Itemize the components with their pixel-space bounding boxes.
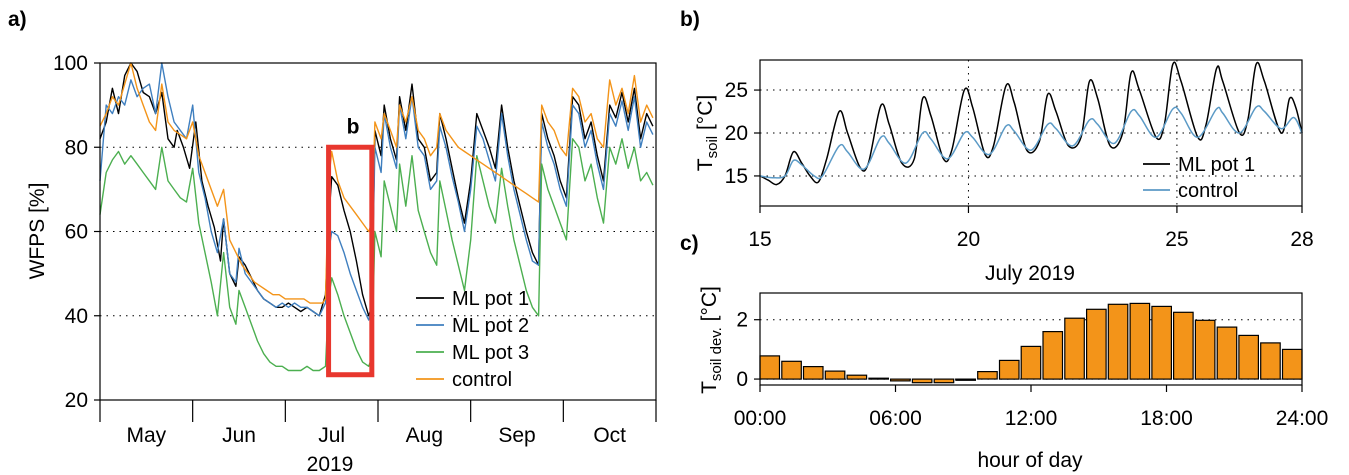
panel-c-bar	[1194, 319, 1216, 380]
panel-a-grid	[100, 146, 656, 317]
panel-c-bar	[824, 370, 846, 380]
panel-a-legend-label: control	[452, 369, 512, 391]
panel-b-x-ticks: 15 20 25 28	[748, 206, 1314, 251]
panel-b-series-line	[759, 105, 1303, 180]
panel-c-bar	[1129, 302, 1151, 380]
panel-a-wfps-chart: a) b 20 40 60 80 100 May Jun Jul Aug Sep Oct WFPS…	[8, 8, 657, 475]
panel-c-bar-chart: c) 02 00:00 06:00 12:00 18:00 24:00 Tsoil de…	[680, 232, 1328, 472]
panel-b-x-tick-label: 20	[957, 228, 980, 251]
panel-a-x-tick-label: Sep	[498, 424, 535, 447]
panel-c-x-tick-label: 00:00	[734, 407, 787, 430]
panel-c-bar	[1172, 311, 1194, 380]
panel-b-y-ticks: 15 20 25	[725, 79, 760, 188]
panel-c-bar	[781, 360, 802, 380]
panel-c-x-tick-label: 24:00	[1276, 407, 1329, 430]
panel-b-y-tick-label: 15	[725, 165, 748, 188]
panel-c-bar	[1107, 303, 1129, 380]
panel-a-x-tick-label: May	[126, 424, 166, 447]
panel-c-bar	[889, 378, 911, 382]
panel-b-label: b)	[680, 8, 700, 31]
panel-c-label: c)	[680, 232, 699, 255]
panel-a-y-tick-label: 60	[65, 221, 88, 244]
panel-c-x-ticks: 00:00 06:00 12:00 18:00 24:00	[734, 385, 1329, 430]
panel-a-x-tick-label: Oct	[593, 424, 626, 447]
panel-a-y-label: WFPS [%]	[26, 183, 49, 280]
panel-c-y-ticks: 02	[736, 309, 760, 391]
panel-b-x-tick-label: 28	[1290, 228, 1313, 251]
panel-c-bar	[1216, 326, 1238, 380]
panel-b-legend-label: ML pot 1	[1178, 154, 1255, 176]
panel-b-legend: ML pot 1 control	[1143, 154, 1255, 202]
panel-a-label: a)	[8, 8, 27, 31]
panel-a-highlight-label: b	[347, 115, 360, 138]
panel-a-highlight-box	[326, 144, 375, 378]
panel-a-y-ticks: 20 40 60 80 100	[53, 52, 100, 412]
panel-c-bars	[759, 302, 1303, 384]
panel-a-x-tick-label: Aug	[406, 424, 443, 447]
panel-a-y-tick-label: 100	[53, 52, 88, 75]
panel-a-y-tick-label: 20	[65, 389, 88, 412]
panel-b-legend-label: control	[1178, 180, 1238, 202]
panel-c-bar	[1238, 334, 1260, 380]
panel-c-x-tick-label: 12:00	[1005, 407, 1058, 430]
panel-c-bar	[1085, 308, 1107, 380]
panel-c-bar	[955, 378, 977, 381]
panel-a-x-tick-label: Jul	[318, 424, 345, 447]
panel-c-bar	[977, 371, 998, 380]
panel-c-y-label: Tsoil dev. [°C]	[698, 286, 725, 394]
panel-a-series-line	[99, 138, 654, 372]
panel-b-y-tick-label: 25	[725, 79, 748, 102]
panel-b-series	[759, 61, 1303, 186]
panel-b-y-label: Tsoil [°C]	[694, 95, 721, 171]
panel-c-x-tick-label: 18:00	[1140, 407, 1193, 430]
panel-b-series-line	[759, 61, 1303, 186]
panel-a-series	[99, 62, 654, 372]
panel-a-legend-label: ML pot 1	[452, 288, 529, 310]
panel-c-bar	[998, 359, 1020, 380]
panel-a-x-label: 2019	[307, 453, 354, 475]
panel-c-bar	[868, 377, 890, 380]
panel-a-y-tick-label: 80	[65, 136, 88, 159]
panel-c-bar	[846, 374, 868, 380]
panel-a-series-line	[99, 62, 654, 304]
panel-c-y-tick-label: 0	[736, 368, 748, 391]
panel-a-x-ticks: May Jun Jul Aug Sep Oct	[99, 400, 657, 447]
panel-c-bar	[933, 378, 955, 384]
panel-a-series-line	[99, 62, 654, 321]
panel-c-bar	[1020, 345, 1042, 380]
panel-b-x-tick-label: 15	[748, 228, 771, 251]
panel-a-x-tick-label: Jun	[222, 424, 256, 447]
panel-c-y-tick-label: 2	[736, 309, 748, 332]
panel-b-y-tick-label: 20	[725, 122, 748, 145]
panel-a-y-tick-label: 40	[65, 305, 88, 328]
panel-b-x-tick-label: 25	[1165, 228, 1188, 251]
panel-a-legend: ML pot 1 ML pot 2 ML pot 3 control	[416, 288, 529, 391]
panel-c-bar	[802, 366, 824, 380]
panel-c-bar	[759, 355, 781, 380]
panel-c-bar	[911, 378, 933, 384]
panel-c-bar	[1281, 348, 1303, 380]
panel-c-bar	[1151, 305, 1173, 380]
panel-b-x-label: July 2019	[985, 262, 1075, 285]
panel-c-x-tick-label: 06:00	[869, 407, 922, 430]
panel-c-x-label: hour of day	[977, 449, 1083, 472]
panel-c-bar	[1064, 317, 1085, 380]
panel-a-legend-label: ML pot 2	[452, 315, 529, 337]
panel-c-bar	[1042, 331, 1064, 380]
panel-c-bar	[1260, 342, 1281, 380]
panel-a-legend-label: ML pot 3	[452, 342, 529, 364]
